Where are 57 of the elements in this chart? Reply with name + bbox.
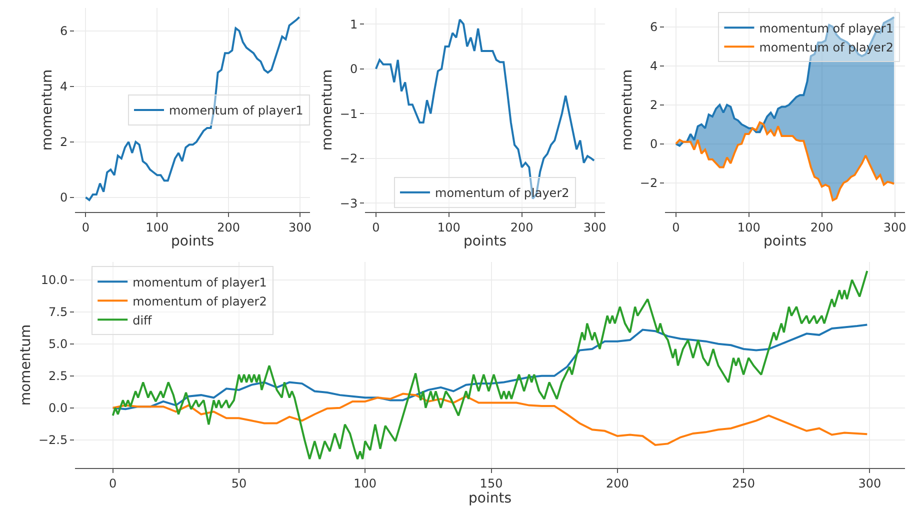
y-tick-label: 6 [650,20,658,34]
x-tick-label: 300 [858,476,882,490]
line-series [674,16,896,147]
x-tick-label: 0 [82,220,90,234]
y-tick-label: 7.5 [48,305,68,320]
x-tick-label: 0 [109,476,117,490]
y-tick-label: 6 [60,24,68,38]
line-series [112,324,868,410]
x-tick-label: 200 [510,220,534,234]
y-tick-label: 2.5 [48,369,68,384]
y-tick-label: −3 [340,196,358,210]
x-axis-title: points [764,234,806,250]
legend-label: momentum of player2 [132,294,267,308]
y-tick-label: −1 [340,106,358,121]
x-tick-label: 250 [732,476,755,490]
x-tick-label: 300 [583,220,606,234]
x-tick-label: 0 [372,220,380,234]
y-axis-title: momentum [619,69,636,151]
y-tick-label: 5.0 [48,337,68,352]
x-tick-label: 50 [231,476,247,490]
y-axis-title: momentum [40,69,56,151]
x-tick-label: 200 [217,220,240,234]
x-tick-label: 100 [146,220,169,234]
legend-label: momentum of player1 [132,275,267,290]
y-axis-title: momentum [319,69,336,151]
line-series [374,18,596,200]
x-axis-title: points [468,490,512,506]
x-axis-title: points [464,234,506,250]
y-tick-label: −2 [340,152,358,166]
y-tick-label: 10.0 [40,273,68,288]
line-series [112,392,868,446]
y-tick-label: 0 [350,62,358,76]
x-tick-label: 0 [672,220,680,234]
y-tick-label: 0 [650,137,658,152]
x-tick-label: 100 [437,220,460,234]
x-tick-label: 200 [606,476,629,490]
y-tick-label: 2 [650,98,658,112]
y-tick-label: 4 [60,80,68,94]
line-series [112,270,868,460]
x-tick-label: 150 [480,476,503,490]
y-tick-label: 0 [60,190,68,205]
y-tick-label: −2.5 [38,433,68,448]
x-tick-label: 300 [883,220,906,234]
line-series [84,16,300,202]
y-tick-label: 1 [350,17,358,32]
y-tick-label: 4 [650,59,658,74]
x-tick-label: 200 [810,220,834,234]
y-tick-label: 2 [60,135,68,150]
y-axis-title: momentum [18,324,34,406]
legend-label: diff [132,313,153,328]
y-tick-label: 0.0 [48,401,68,416]
x-tick-label: 100 [737,220,760,234]
x-tick-label: 100 [354,476,377,490]
x-axis-title: points [171,234,214,250]
x-tick-label: 300 [288,220,312,234]
line-series [674,121,896,202]
y-tick-label: −2 [640,176,658,190]
